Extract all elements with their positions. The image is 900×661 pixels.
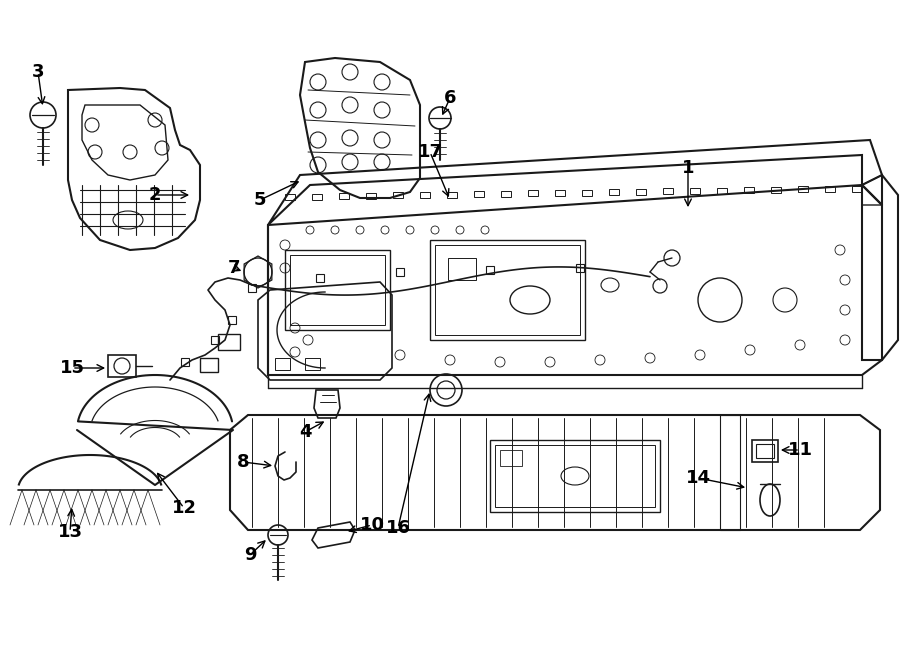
- Text: 3: 3: [32, 63, 44, 81]
- Text: 5: 5: [254, 191, 266, 209]
- Bar: [316, 274, 324, 282]
- Bar: [609, 189, 619, 195]
- Bar: [228, 316, 236, 324]
- Text: 17: 17: [418, 143, 443, 161]
- Text: 8: 8: [237, 453, 249, 471]
- Bar: [339, 193, 349, 199]
- Bar: [181, 358, 189, 366]
- Bar: [756, 444, 774, 458]
- Text: 11: 11: [788, 441, 813, 459]
- Bar: [486, 266, 494, 274]
- Text: 1: 1: [682, 159, 694, 177]
- Bar: [248, 284, 256, 292]
- Bar: [576, 264, 584, 272]
- Bar: [290, 255, 385, 325]
- Bar: [285, 194, 295, 200]
- Bar: [218, 334, 240, 350]
- Bar: [366, 193, 376, 199]
- Bar: [285, 250, 390, 330]
- Bar: [312, 194, 322, 200]
- Bar: [798, 186, 808, 192]
- Bar: [393, 192, 403, 198]
- Bar: [108, 355, 136, 377]
- Bar: [447, 192, 457, 198]
- Bar: [435, 245, 580, 335]
- Text: 7: 7: [228, 259, 240, 277]
- Bar: [744, 187, 754, 193]
- Text: 15: 15: [59, 359, 85, 377]
- Bar: [420, 192, 430, 198]
- Bar: [663, 188, 673, 194]
- Text: 10: 10: [359, 516, 384, 534]
- Bar: [528, 190, 538, 196]
- Text: 14: 14: [686, 469, 710, 487]
- Bar: [495, 445, 655, 507]
- Text: 6: 6: [444, 89, 456, 107]
- Bar: [305, 358, 320, 370]
- Bar: [200, 358, 218, 372]
- Bar: [582, 190, 592, 196]
- Bar: [771, 187, 781, 193]
- Text: 12: 12: [172, 499, 196, 517]
- Bar: [555, 190, 565, 196]
- Text: 2: 2: [148, 186, 161, 204]
- Bar: [717, 188, 727, 194]
- Text: 16: 16: [385, 519, 410, 537]
- Text: 13: 13: [58, 523, 83, 541]
- Bar: [852, 186, 862, 192]
- Bar: [448, 258, 476, 280]
- Bar: [275, 358, 290, 370]
- Text: 4: 4: [299, 423, 311, 441]
- Text: 9: 9: [244, 546, 256, 564]
- Bar: [825, 186, 835, 192]
- Bar: [430, 240, 585, 340]
- Bar: [500, 450, 522, 466]
- Bar: [690, 188, 700, 194]
- Bar: [636, 189, 646, 195]
- Bar: [752, 440, 778, 462]
- Bar: [474, 191, 484, 197]
- Bar: [396, 268, 404, 276]
- Bar: [490, 440, 660, 512]
- Bar: [501, 191, 511, 197]
- Bar: [211, 336, 219, 344]
